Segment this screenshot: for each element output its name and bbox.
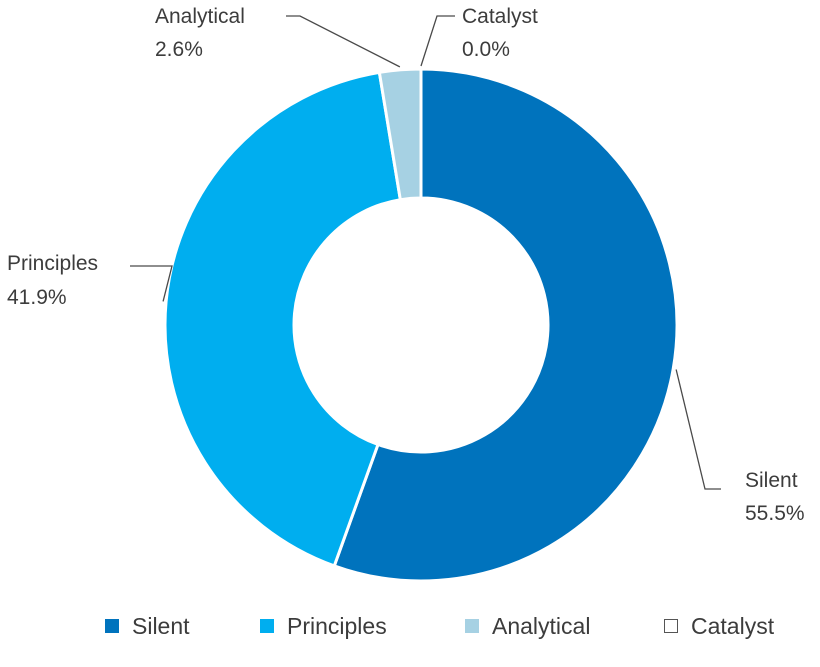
slice-label-analytical: Analytical [155, 5, 245, 28]
slice-value-principles: 41.9% [7, 286, 67, 309]
legend-item-silent: Silent [105, 606, 190, 646]
leader-line-catalyst [420, 15, 455, 67]
legend-swatch-analytical [465, 619, 479, 633]
slice-label-catalyst: Catalyst [462, 5, 538, 28]
slice-label-principles: Principles [7, 252, 98, 275]
slice-label-silent: Silent [745, 469, 798, 492]
legend-item-analytical: Analytical [465, 606, 590, 646]
legend-swatch-principles [260, 619, 274, 633]
slice-analytical [377, 67, 423, 202]
slice-principles [163, 70, 403, 568]
legend-label-silent: Silent [132, 612, 190, 639]
leader-line-principles [130, 265, 173, 302]
chart-legend: Silent Principles Analytical Catalyst [0, 606, 820, 646]
legend-item-catalyst: Catalyst [664, 606, 774, 646]
legend-label-catalyst: Catalyst [691, 612, 775, 639]
legend-swatch-silent [105, 619, 119, 633]
slice-silent [332, 67, 679, 583]
slice-labels: Silent 55.5% Principles 41.9% Analytical 2.6%… [7, 5, 805, 525]
leader-line-analytical [286, 15, 401, 68]
slice-value-silent: 55.5% [745, 502, 805, 525]
legend-label-analytical: Analytical [492, 612, 591, 639]
slice-value-catalyst: 0.0% [462, 38, 510, 61]
legend-label-principles: Principles [287, 612, 387, 639]
legend-swatch-catalyst [664, 619, 678, 633]
legend-item-principles: Principles [260, 606, 387, 646]
slice-value-analytical: 2.6% [155, 38, 203, 61]
donut-slices [163, 67, 679, 583]
leader-line-silent [675, 369, 721, 490]
donut-chart: Silent 55.5% Principles 41.9% Analytical 2.6%… [7, 5, 805, 583]
